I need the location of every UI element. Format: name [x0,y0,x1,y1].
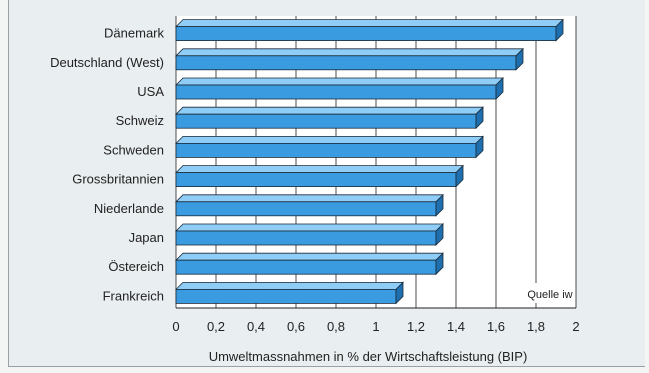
x-tick-label: 1 [372,319,379,334]
bars-group [175,18,564,305]
bar-top-face [175,194,444,203]
bar-side-face [435,252,444,276]
x-tick-label: 1,6 [487,319,505,334]
bar-side-face [435,223,444,246]
bar-top-face [175,223,444,232]
bar-side-face [555,18,564,42]
source-annotation: Quelle iw [527,289,572,301]
x-tick-label: 0,2 [207,319,225,334]
category-label: Östereich [108,259,164,274]
bar-front-face [175,172,457,188]
category-labels: Dänemark Deutschland (West) USA Schweiz Schw… [50,26,164,304]
bar [175,77,504,100]
category-label: Frankreich [103,288,164,303]
x-tick-label: 1,2 [407,319,425,334]
bar-front-face [175,84,497,100]
bar-top-face [175,252,444,261]
category-label: Grossbritannien [72,172,164,187]
x-tick-label: 0,8 [327,319,345,334]
bar [175,135,484,159]
category-label: USA [137,84,164,99]
x-tick-label: 0 [172,319,179,334]
category-label: Schweden [103,142,164,157]
bar-front-face [175,201,437,217]
bar [175,106,484,130]
annotation-box [506,283,574,303]
chart-frame: Dänemark Deutschland (West) USA Schweiz Schw… [8,0,645,367]
bar-side-face [515,47,524,71]
bar-front-face [175,288,397,304]
bar-side-face [495,77,504,100]
bar-front-face [175,26,557,42]
x-axis-label: Umweltmassnahmen in % der Wirtschaftslei… [209,349,528,364]
bar [175,193,444,217]
category-label: Niederlande [94,201,164,216]
bar-chart: Dänemark Deutschland (West) USA Schweiz Schw… [50,16,580,364]
x-tick-label: 1,4 [447,319,465,334]
x-tick-label: 2 [572,319,579,334]
bar-front-face [175,259,437,275]
bar-side-face [455,164,464,188]
x-tick-label: 1,8 [527,319,545,334]
x-tick-label: 0,4 [247,319,265,334]
bar-front-face [175,142,477,158]
bar-top-face [175,77,504,86]
bar-top-face [175,19,564,28]
bar-top-face [175,135,484,144]
bar-top-face [175,281,404,290]
bar-top-face [175,165,464,174]
category-label: Japan [129,230,164,245]
bar [175,281,404,305]
bar-front-face [175,113,477,129]
category-label: Schweiz [116,113,164,128]
x-tick-label: 0,6 [287,319,305,334]
bar [175,47,524,71]
bar-top-face [175,106,484,115]
bar [175,223,444,246]
bar [175,18,564,42]
bar-side-face [475,106,484,130]
category-label: Deutschland (West) [50,55,164,70]
bar-front-face [175,230,437,246]
x-tick-labels: 0 0,2 0,4 0,6 0,8 1 1,2 1,4 1,6 1,8 2 [172,319,579,334]
bar-front-face [175,55,517,71]
bar-side-face [475,135,484,159]
bar-top-face [175,48,524,57]
bar-side-face [435,193,444,217]
category-label: Dänemark [104,26,164,41]
bar [175,164,464,188]
bar-side-face [395,281,404,305]
bar [175,252,444,276]
